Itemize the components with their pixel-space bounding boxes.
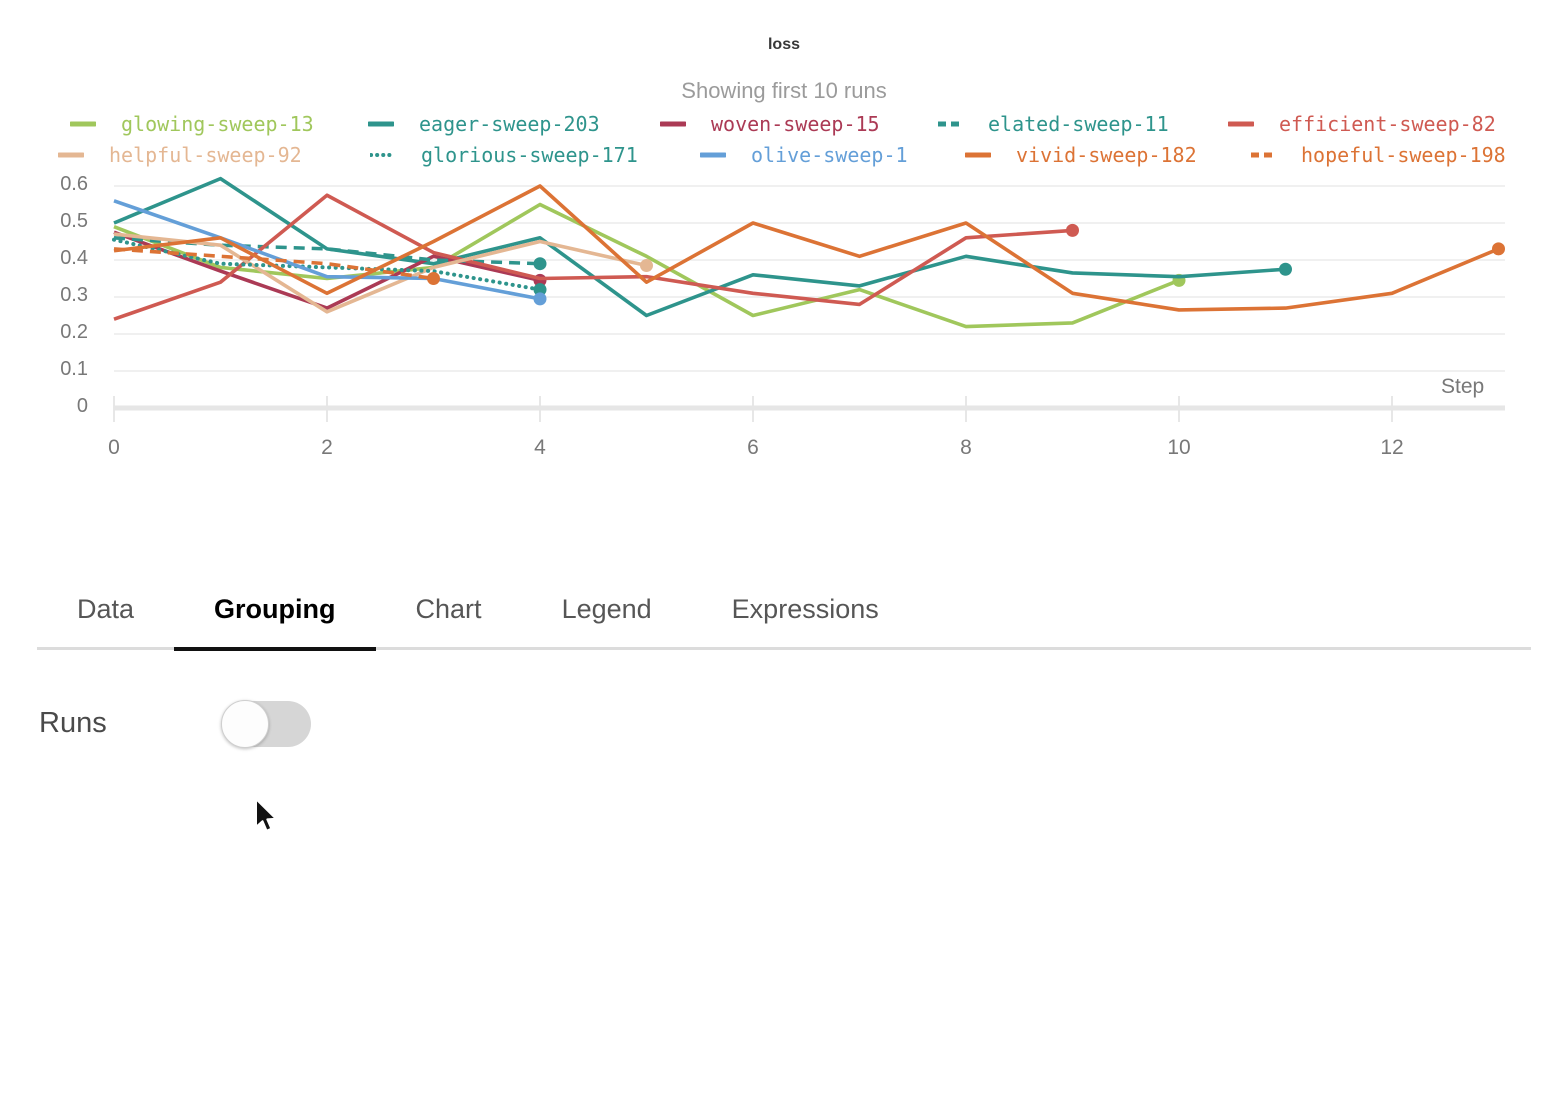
x-tick-label: 2 (321, 436, 333, 459)
tab-legend[interactable]: Legend (561, 594, 652, 624)
x-tick-label: 6 (747, 436, 759, 459)
legend-run-name: eager-sweep-203 (419, 112, 600, 136)
legend-item-glorious-sweep-171[interactable]: glorious-sweep-171 (370, 143, 638, 167)
legend-swatch-icon (370, 153, 396, 157)
legend-swatch-icon (368, 121, 394, 127)
y-tick-label: 0 (76, 395, 88, 417)
run-endpoint-eager-sweep-203[interactable] (1279, 262, 1292, 276)
legend-swatch-icon (58, 152, 84, 158)
run-endpoint-olive-sweep-1[interactable] (533, 292, 547, 306)
x-axis-line (114, 405, 1505, 411)
tab-chart[interactable]: Chart (415, 594, 482, 624)
legend-item-helpful-sweep-92[interactable]: helpful-sweep-92 (58, 143, 302, 167)
y-tick-label: 0.3 (60, 284, 88, 306)
run-endpoint-efficient-sweep-82[interactable] (1066, 223, 1079, 237)
run-line-woven-sweep-15[interactable] (113, 230, 541, 310)
legend-swatch-icon (1251, 152, 1275, 158)
legend-swatch-icon (700, 152, 726, 158)
x-tick-label: 0 (108, 436, 120, 459)
legend-item-hopeful-sweep-198[interactable]: hopeful-sweep-198 (1250, 143, 1506, 167)
tab-grouping[interactable]: Grouping (174, 581, 376, 651)
tab-data[interactable]: Data (77, 594, 135, 624)
loss-line-chart[interactable] (0, 168, 1568, 478)
runs-toggle[interactable] (221, 700, 311, 748)
legend-item-glowing-sweep-13[interactable]: glowing-sweep-13 (70, 112, 314, 136)
legend-swatch-icon (1228, 121, 1254, 127)
legend-item-olive-sweep-1[interactable]: olive-sweep-1 (700, 143, 908, 167)
run-line-efficient-sweep-82[interactable] (113, 193, 1073, 321)
legend-swatch-icon (660, 121, 686, 127)
panel-tabs: Data Grouping Chart Legend Expressions (37, 581, 1531, 651)
x-axis-title: Step (1441, 375, 1485, 398)
x-tick-label: 10 (1167, 436, 1191, 459)
run-endpoint-elated-sweep-11[interactable] (533, 257, 547, 271)
y-tick-label: 0.1 (60, 358, 88, 380)
run-endpoint-glorious-sweep-171[interactable] (533, 283, 547, 297)
legend-run-name: woven-sweep-15 (711, 112, 880, 136)
legend-item-woven-sweep-15[interactable]: woven-sweep-15 (660, 112, 880, 136)
mouse-cursor-icon (255, 798, 277, 832)
run-endpoint-helpful-sweep-92[interactable] (640, 259, 653, 273)
legend-run-name: olive-sweep-1 (751, 143, 908, 167)
legend-run-name: vivid-sweep-182 (1016, 143, 1197, 167)
run-line-eager-sweep-203[interactable] (113, 176, 1286, 318)
legend-item-elated-sweep-11[interactable]: elated-sweep-11 (937, 112, 1169, 136)
tab-expressions[interactable]: Expressions (731, 594, 879, 624)
run-line-glorious-sweep-171[interactable] (112, 237, 542, 292)
legend-item-vivid-sweep-182[interactable]: vivid-sweep-182 (965, 143, 1197, 167)
legend-run-name: efficient-sweep-82 (1279, 112, 1496, 136)
chart-subtitle: Showing first 10 runs (681, 78, 887, 103)
y-tick-label: 0.4 (60, 247, 88, 269)
y-tick-label: 0.5 (60, 210, 88, 232)
legend-run-name: elated-sweep-11 (988, 112, 1169, 136)
legend-swatch-icon (938, 121, 962, 127)
legend-run-name: helpful-sweep-92 (109, 143, 302, 167)
legend-swatch-icon (70, 121, 96, 127)
legend-run-name: glorious-sweep-171 (421, 143, 638, 167)
y-tick-label: 0.6 (60, 173, 88, 195)
legend-swatch-icon (965, 152, 991, 158)
legend-item-efficient-sweep-82[interactable]: efficient-sweep-82 (1228, 112, 1496, 136)
legend-run-name: hopeful-sweep-198 (1301, 143, 1506, 167)
x-tick-label: 4 (534, 436, 546, 459)
runs-toggle-knob[interactable] (221, 700, 269, 748)
y-tick-label: 0.2 (60, 321, 88, 343)
x-tick-label: 8 (960, 436, 972, 459)
legend-run-name: glowing-sweep-13 (121, 112, 314, 136)
run-endpoint-vivid-sweep-182[interactable] (1492, 242, 1505, 256)
x-tick-label: 12 (1380, 436, 1404, 459)
runs-label: Runs (39, 707, 107, 739)
legend-item-eager-sweep-203[interactable]: eager-sweep-203 (368, 112, 600, 136)
run-line-olive-sweep-1[interactable] (113, 199, 541, 301)
run-endpoint-hopeful-sweep-198[interactable] (427, 272, 440, 285)
chart-title: loss (767, 36, 800, 53)
run-line-helpful-sweep-92[interactable] (113, 232, 647, 314)
run-line-vivid-sweep-182[interactable] (113, 184, 1500, 312)
